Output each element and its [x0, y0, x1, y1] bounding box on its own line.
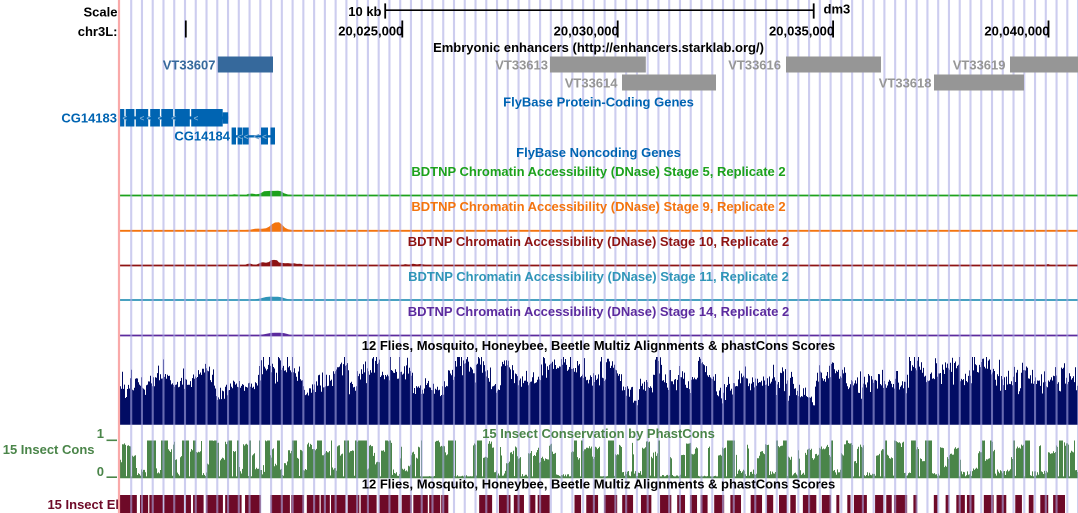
svg-text:<: <	[253, 131, 259, 143]
svg-text:15 Insect El: 15 Insect El	[47, 497, 119, 512]
svg-text:<: <	[237, 132, 242, 141]
svg-text:20,040,000: 20,040,000	[984, 24, 1049, 39]
svg-text:VT33607: VT33607	[163, 58, 216, 73]
svg-text:12 Flies, Mosquito, Honeybee,: 12 Flies, Mosquito, Honeybee, Beetle Mul…	[362, 338, 835, 353]
svg-text:<: <	[244, 132, 249, 141]
svg-text:dm3: dm3	[824, 1, 851, 16]
svg-text:10 kb: 10 kb	[348, 4, 381, 19]
svg-text:<: <	[194, 114, 199, 123]
svg-text:chr3L:: chr3L:	[78, 24, 118, 39]
svg-text:<: <	[158, 114, 163, 123]
svg-text:20,030,000: 20,030,000	[554, 24, 619, 39]
svg-text:15 Insect Cons: 15 Insect Cons	[3, 442, 95, 457]
svg-text:20,035,000: 20,035,000	[769, 24, 834, 39]
svg-text:<: <	[122, 114, 127, 123]
svg-text:CG14183: CG14183	[61, 111, 117, 126]
svg-text:15 Insect Conservation by Phas: 15 Insect Conservation by PhastCons	[482, 426, 715, 441]
svg-text:12 Flies, Mosquito, Honeybee,: 12 Flies, Mosquito, Honeybee, Beetle Mul…	[362, 477, 835, 492]
svg-text:BDTNP Chromatin Accessibility: BDTNP Chromatin Accessibility (DNase) St…	[411, 164, 785, 179]
svg-text:<: <	[140, 114, 145, 123]
svg-text:BDTNP Chromatin Accessibility: BDTNP Chromatin Accessibility (DNase) St…	[408, 269, 789, 284]
svg-text:<: <	[171, 114, 176, 123]
svg-text:20,025,000: 20,025,000	[338, 24, 403, 39]
svg-text:<: <	[262, 132, 267, 141]
svg-text:VT33616: VT33616	[728, 58, 781, 73]
svg-text:0: 0	[97, 464, 104, 479]
svg-text:BDTNP Chromatin Accessibility: BDTNP Chromatin Accessibility (DNase) St…	[408, 234, 789, 249]
svg-text:BDTNP Chromatin Accessibility: BDTNP Chromatin Accessibility (DNase) St…	[411, 199, 785, 214]
svg-text:VT33614: VT33614	[565, 76, 619, 91]
svg-text:<: <	[146, 114, 151, 123]
svg-text:VT33618: VT33618	[879, 76, 932, 91]
svg-text:VT33619: VT33619	[953, 58, 1006, 73]
svg-text:CG14184: CG14184	[174, 129, 230, 144]
svg-text:1: 1	[97, 426, 104, 441]
svg-text:Embryonic enhancers (http://en: Embryonic enhancers (http://enhancers.st…	[433, 40, 764, 55]
svg-text:Scale: Scale	[84, 5, 118, 20]
svg-text:VT33613: VT33613	[495, 58, 548, 73]
svg-text:BDTNP Chromatin Accessibility: BDTNP Chromatin Accessibility (DNase) St…	[408, 304, 789, 319]
svg-text:FlyBase Noncoding Genes: FlyBase Noncoding Genes	[516, 145, 681, 160]
svg-text:FlyBase Protein-Coding Genes: FlyBase Protein-Coding Genes	[503, 95, 694, 110]
